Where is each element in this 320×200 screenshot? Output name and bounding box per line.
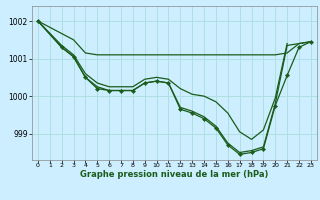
X-axis label: Graphe pression niveau de la mer (hPa): Graphe pression niveau de la mer (hPa): [80, 170, 268, 179]
